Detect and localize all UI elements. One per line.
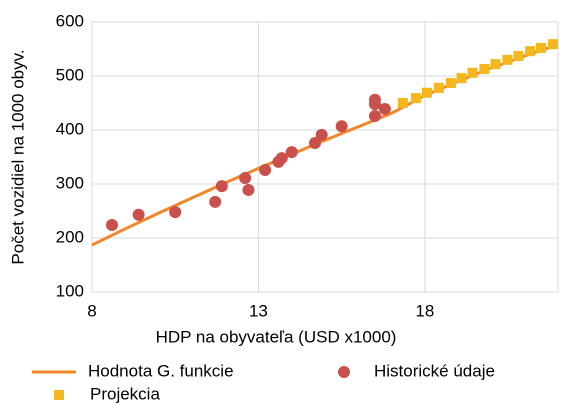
y-tick-label: 300 <box>56 173 84 192</box>
point <box>433 82 444 93</box>
point <box>513 51 524 62</box>
point <box>285 146 298 159</box>
x-tick-label: 8 <box>87 301 96 320</box>
x-tick-label: 13 <box>249 301 268 320</box>
y-tick-label: 500 <box>56 65 84 84</box>
point <box>275 152 288 165</box>
point <box>397 98 408 108</box>
point <box>445 78 456 89</box>
point <box>242 183 255 196</box>
point <box>378 102 391 115</box>
point <box>410 93 421 104</box>
x-axis-label: HDP na obyvateľa (USD x1000) <box>156 327 397 346</box>
legend-label: Hodnota G. funkcie <box>88 361 234 380</box>
point <box>215 180 228 193</box>
legend-swatch <box>54 390 64 400</box>
y-tick-label: 400 <box>56 119 84 138</box>
point <box>169 206 182 219</box>
point <box>315 128 328 141</box>
point <box>502 54 513 65</box>
point <box>548 39 559 50</box>
point <box>456 73 467 84</box>
legend-label: Projekcia <box>90 384 160 403</box>
x-tick-label: 18 <box>415 301 434 320</box>
y-tick-label: 100 <box>56 281 84 300</box>
point <box>467 67 478 78</box>
point <box>368 98 381 111</box>
point <box>421 87 432 98</box>
legend-label: Historické údaje <box>374 361 495 380</box>
point <box>309 136 322 149</box>
y-tick-label: 200 <box>56 227 84 246</box>
point <box>239 172 252 185</box>
line <box>91 43 559 247</box>
y-axis-label: Počet vozidiel na 1000 obyv. <box>8 49 27 264</box>
point <box>335 120 348 133</box>
legend-swatch <box>338 366 350 378</box>
point <box>479 63 490 74</box>
point <box>132 208 145 221</box>
point <box>105 219 118 232</box>
point <box>490 59 501 70</box>
y-tick-label: 600 <box>56 11 84 30</box>
point <box>525 46 536 57</box>
point <box>368 109 381 122</box>
point <box>536 42 547 53</box>
point <box>209 195 222 208</box>
point <box>259 163 272 176</box>
